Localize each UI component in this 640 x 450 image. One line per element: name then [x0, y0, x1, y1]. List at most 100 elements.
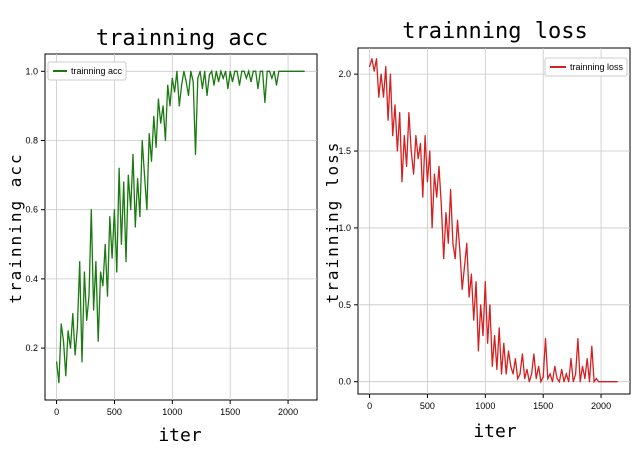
acc-x-tick-label: 1500: [220, 407, 240, 417]
acc-data-point: [174, 91, 176, 93]
loss-data-point: [394, 104, 396, 106]
acc-data-point: [79, 261, 81, 263]
acc-data-point: [296, 70, 298, 72]
loss-data-point: [517, 378, 519, 380]
loss-data-point: [473, 319, 475, 321]
loss-chart-title: trainning loss: [402, 19, 587, 44]
acc-data-point: [227, 88, 229, 90]
acc-data-point: [262, 70, 264, 72]
acc-data-point: [259, 70, 261, 72]
acc-data-point: [95, 261, 97, 263]
loss-x-tick-label: 0: [367, 401, 372, 411]
loss-data-point: [454, 258, 456, 260]
acc-data-point: [192, 81, 194, 83]
acc-data-point: [150, 160, 153, 162]
acc-data-point: [245, 77, 247, 79]
loss-data-point: [514, 358, 517, 360]
loss-data-point: [503, 342, 505, 344]
loss-data-point: [445, 211, 447, 214]
acc-data-point: [273, 70, 275, 72]
acc-data-point: [241, 70, 243, 72]
acc-data-point: [153, 115, 155, 117]
loss-data-point: [426, 181, 429, 183]
loss-data-point: [521, 353, 523, 355]
acc-data-point: [287, 70, 289, 72]
acc-data-point: [65, 375, 67, 377]
loss-data-point: [500, 373, 503, 375]
loss-data-point: [480, 304, 482, 306]
loss-data-point: [507, 350, 510, 352]
acc-data-point: [102, 285, 104, 287]
loss-data-point: [373, 70, 375, 72]
acc-data-point: [83, 271, 85, 273]
acc-data-point: [81, 361, 83, 363]
loss-data-point: [433, 173, 435, 175]
acc-data-point: [171, 77, 173, 79]
acc-data-point: [222, 77, 224, 79]
loss-data-point: [399, 111, 401, 114]
acc-data-point: [201, 88, 204, 90]
training-loss-panel: trainning loss 0 500 1000 1500 2000 0.0 0.5 1.0…: [323, 19, 631, 442]
loss-data-point: [412, 173, 415, 175]
acc-data-point: [218, 81, 220, 83]
loss-data-point: [449, 188, 452, 191]
loss-y-tick-label: 0.0: [338, 377, 351, 387]
loss-x-tick-label: 2000: [591, 401, 611, 411]
loss-data-point: [429, 150, 431, 152]
loss-data-point: [403, 135, 405, 137]
acc-data-point: [194, 153, 197, 155]
acc-data-point: [155, 146, 157, 149]
acc-chart-title: trainning acc: [96, 26, 268, 51]
acc-data-point: [178, 105, 180, 107]
loss-data-point: [498, 327, 500, 329]
acc-data-point: [236, 70, 238, 72]
loss-data-point: [526, 368, 528, 370]
acc-data-point: [257, 88, 259, 90]
acc-data-point: [220, 70, 222, 72]
loss-data-point: [456, 219, 459, 221]
loss-data-point: [575, 373, 577, 375]
loss-data-point: [581, 365, 584, 367]
loss-data-point: [535, 378, 537, 380]
loss-data-point: [588, 381, 591, 383]
acc-data-point: [116, 271, 118, 273]
acc-data-point: [130, 209, 132, 211]
acc-data-point: [204, 70, 206, 72]
acc-data-point: [213, 84, 215, 86]
acc-data-point: [141, 139, 143, 142]
loss-data-point: [505, 373, 507, 375]
acc-data-point: [185, 81, 187, 83]
loss-data-point: [616, 381, 618, 383]
loss-data-point: [401, 181, 403, 183]
loss-y-axis-label: trainning loss: [323, 141, 342, 304]
loss-data-point: [378, 96, 380, 98]
acc-data-point: [106, 295, 109, 297]
loss-data-point: [612, 381, 614, 383]
loss-data-point: [558, 381, 560, 383]
loss-data-point: [607, 381, 609, 383]
loss-data-point: [605, 381, 607, 383]
loss-data-point: [466, 242, 468, 244]
loss-x-tick-label: 1500: [533, 401, 553, 411]
acc-data-point: [234, 70, 236, 72]
loss-y-tick-label: 0.5: [338, 300, 351, 310]
acc-plot-area: [44, 53, 318, 401]
acc-y-tick-label: 1.0: [25, 66, 38, 76]
acc-legend: trainning acc: [47, 61, 127, 81]
acc-data-point: [148, 132, 150, 135]
acc-data-point: [278, 70, 280, 72]
loss-data-point: [443, 258, 445, 260]
loss-data-point: [489, 304, 491, 306]
acc-y-tick-label: 0.4: [25, 274, 38, 284]
loss-data-point: [584, 378, 586, 380]
acc-legend-label: trainning acc: [71, 66, 123, 76]
acc-data-point: [69, 347, 72, 349]
acc-data-point: [111, 257, 113, 259]
acc-data-point: [289, 70, 291, 72]
acc-data-point: [139, 216, 141, 218]
acc-data-point: [197, 77, 199, 79]
loss-data-point: [537, 365, 540, 367]
loss-legend-label: trainning loss: [570, 62, 624, 72]
loss-data-point: [419, 142, 422, 144]
acc-data-point: [215, 70, 217, 72]
